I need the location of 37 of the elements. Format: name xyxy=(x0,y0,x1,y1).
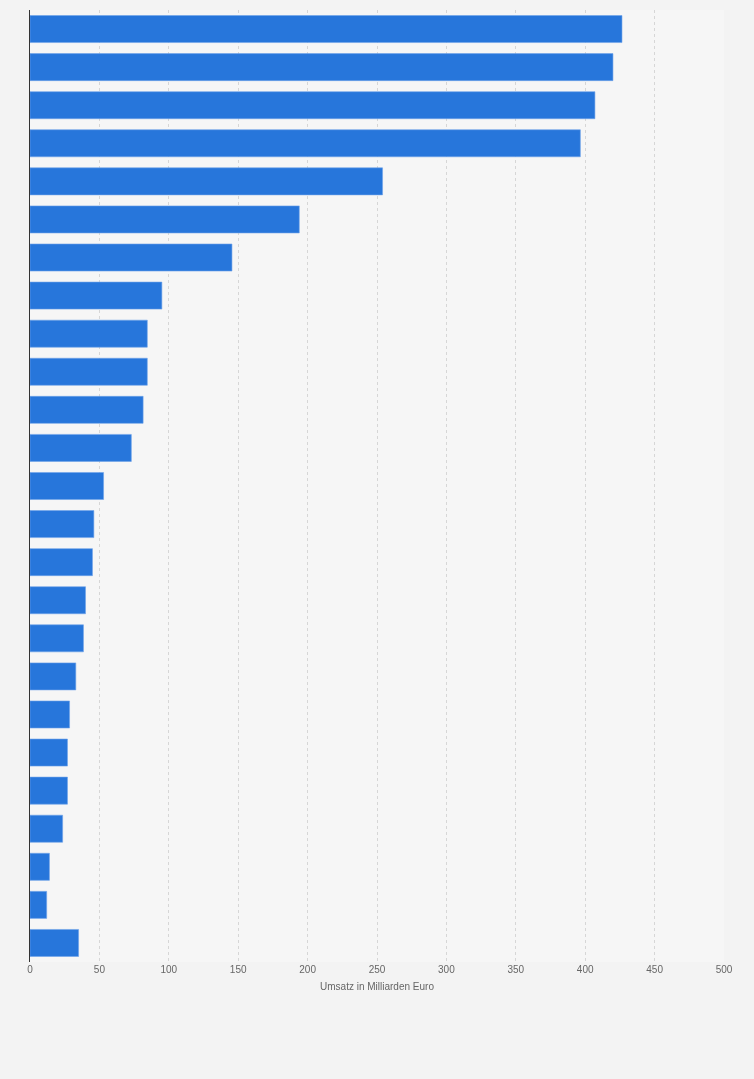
bar xyxy=(30,548,93,576)
bar xyxy=(30,357,148,386)
x-tick-label: 350 xyxy=(507,964,525,975)
bar xyxy=(30,91,596,120)
x-tick-label: 400 xyxy=(576,964,594,975)
bar xyxy=(30,129,581,158)
bar xyxy=(30,319,148,348)
bar xyxy=(30,243,233,272)
bar xyxy=(30,814,63,843)
bar xyxy=(30,586,86,615)
bar xyxy=(30,700,70,729)
x-tick-label: 200 xyxy=(299,964,317,975)
x-axis-title: Umsatz in Milliarden Euro xyxy=(320,980,435,992)
x-tick-label: 500 xyxy=(715,964,733,975)
bar xyxy=(30,738,68,767)
bar xyxy=(30,662,77,691)
bar xyxy=(30,624,84,653)
bar xyxy=(30,929,79,957)
bar xyxy=(30,205,300,234)
bar xyxy=(30,472,104,500)
x-tick-label: 50 xyxy=(93,964,106,975)
bar xyxy=(30,852,50,881)
bar xyxy=(30,891,47,919)
x-tick-label: 100 xyxy=(160,964,178,975)
x-tick-label: 0 xyxy=(27,964,34,975)
bar xyxy=(30,776,68,805)
x-tick-label: 300 xyxy=(438,964,456,975)
x-tick-label: 150 xyxy=(229,964,247,975)
bar xyxy=(30,167,383,196)
bar xyxy=(30,434,132,462)
x-tick-label: 250 xyxy=(368,964,386,975)
bar xyxy=(30,510,95,538)
bar xyxy=(30,15,623,43)
bar xyxy=(30,396,144,424)
bar xyxy=(30,281,163,310)
bar xyxy=(30,53,614,81)
x-tick-label: 450 xyxy=(646,964,664,975)
